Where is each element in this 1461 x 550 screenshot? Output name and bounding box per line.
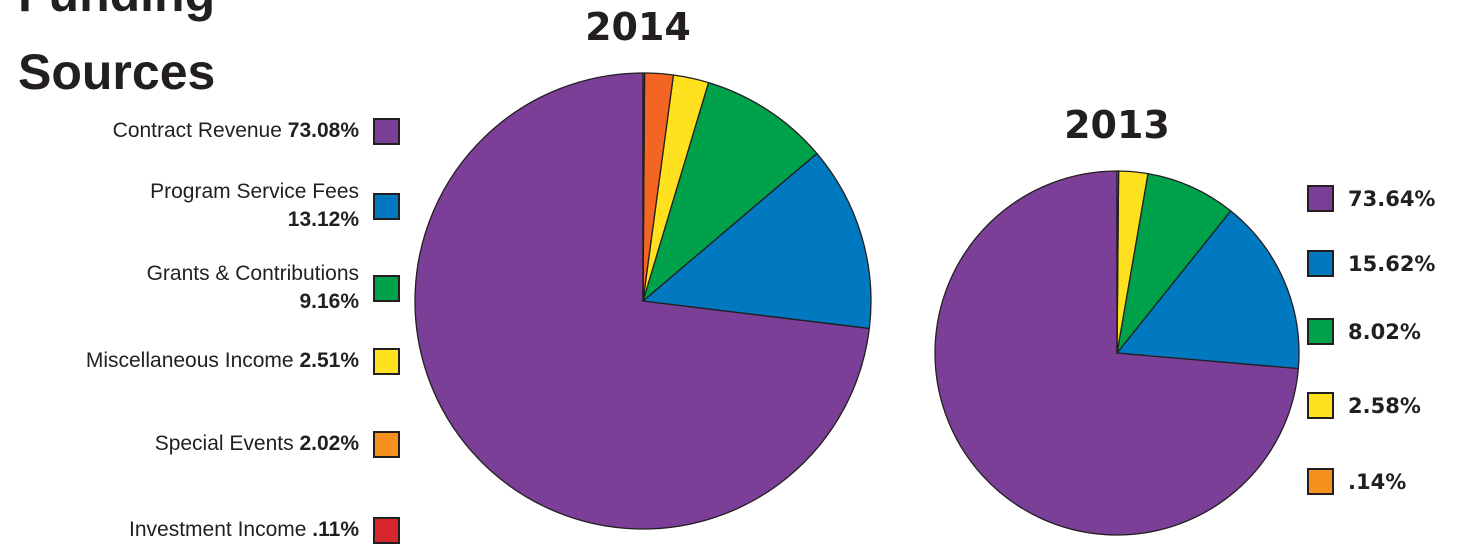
legend-text: Miscellaneous Income 2.51% — [86, 347, 359, 375]
legend-2013-item-orange: .14% — [1307, 468, 1406, 495]
legend-swatch-orange — [373, 430, 400, 458]
legend-swatch-orange — [1307, 468, 1334, 495]
legend-swatch-purple — [373, 117, 400, 145]
legend-swatch-purple — [1307, 185, 1334, 212]
legend-label: Contract Revenue — [112, 119, 282, 142]
legend-2013-item-green: 8.02% — [1307, 318, 1421, 345]
pie-slice-special-events — [1116, 170, 1120, 354]
legend-value: 9.16% — [299, 290, 359, 313]
pie-slice-investment-income — [642, 72, 646, 302]
pie-slice-grants-contributions — [642, 81, 818, 302]
pie-title-2013: 2013 — [1064, 103, 1170, 147]
legend-2013-item-yellow: 2.58% — [1307, 392, 1421, 419]
legend-value: 73.64% — [1348, 186, 1436, 211]
legend-text: Grants & Contributions 9.16% — [147, 260, 359, 316]
legend-swatch-yellow — [373, 347, 400, 375]
legend-item-grants-contributions: Grants & Contributions 9.16% — [147, 260, 400, 316]
legend-value: 13.12% — [287, 208, 359, 231]
legend-swatch-green — [1307, 318, 1334, 345]
legend-2013-item-purple: 73.64% — [1307, 185, 1435, 212]
legend-label: Program Service Fees — [150, 180, 359, 203]
legend-value: 73.08% — [287, 119, 359, 142]
page-title-line2: Sources — [18, 44, 216, 100]
legend-swatch-red — [373, 516, 400, 544]
legend-label: Miscellaneous Income — [85, 349, 294, 372]
legend-2013-item-blue: 15.62% — [1307, 250, 1435, 277]
legend-swatch-yellow — [1307, 392, 1334, 419]
pie-title-2014: 2014 — [585, 5, 691, 49]
pie-2014 — [414, 72, 872, 530]
legend-label: Investment Income — [129, 518, 307, 541]
legend-item-contract-revenue: Contract Revenue 73.08% — [113, 117, 400, 145]
legend-swatch-blue — [373, 192, 400, 220]
legend-item-special-events: Special Events 2.02% — [155, 430, 400, 458]
legend-swatch-green — [373, 274, 400, 302]
legend-item-miscellaneous-income: Miscellaneous Income 2.51% — [86, 347, 400, 375]
legend-value: 8.02% — [1348, 319, 1421, 344]
legend-text: Program Service Fees 13.12% — [150, 178, 359, 234]
legend-item-program-service-fees: Program Service Fees 13.12% — [150, 178, 400, 234]
legend-item-investment-income: Investment Income .11% — [129, 516, 400, 544]
legend-swatch-blue — [1307, 250, 1334, 277]
pie-slice-program-service-fees — [642, 152, 872, 330]
legend-value: .14% — [1348, 469, 1407, 494]
page-title-line1: Funding — [18, 0, 215, 22]
legend-value: .11% — [312, 518, 359, 541]
legend-value: 2.51% — [299, 349, 359, 372]
legend-text: Contract Revenue 73.08% — [113, 117, 359, 145]
legend-text: Special Events 2.02% — [155, 430, 359, 458]
pie-2013 — [934, 170, 1300, 536]
legend-value: 2.02% — [299, 432, 359, 455]
pie-slice-program-service-fees — [1116, 210, 1300, 370]
legend-text: Investment Income .11% — [129, 516, 359, 544]
legend-label: Special Events — [154, 432, 294, 455]
legend-value: 2.58% — [1348, 393, 1421, 418]
pie-slice-grants-contributions — [1116, 173, 1232, 354]
legend-value: 15.62% — [1348, 251, 1436, 276]
legend-label: Grants & Contributions — [146, 262, 359, 285]
pie-slice-contract-revenue — [414, 72, 870, 530]
